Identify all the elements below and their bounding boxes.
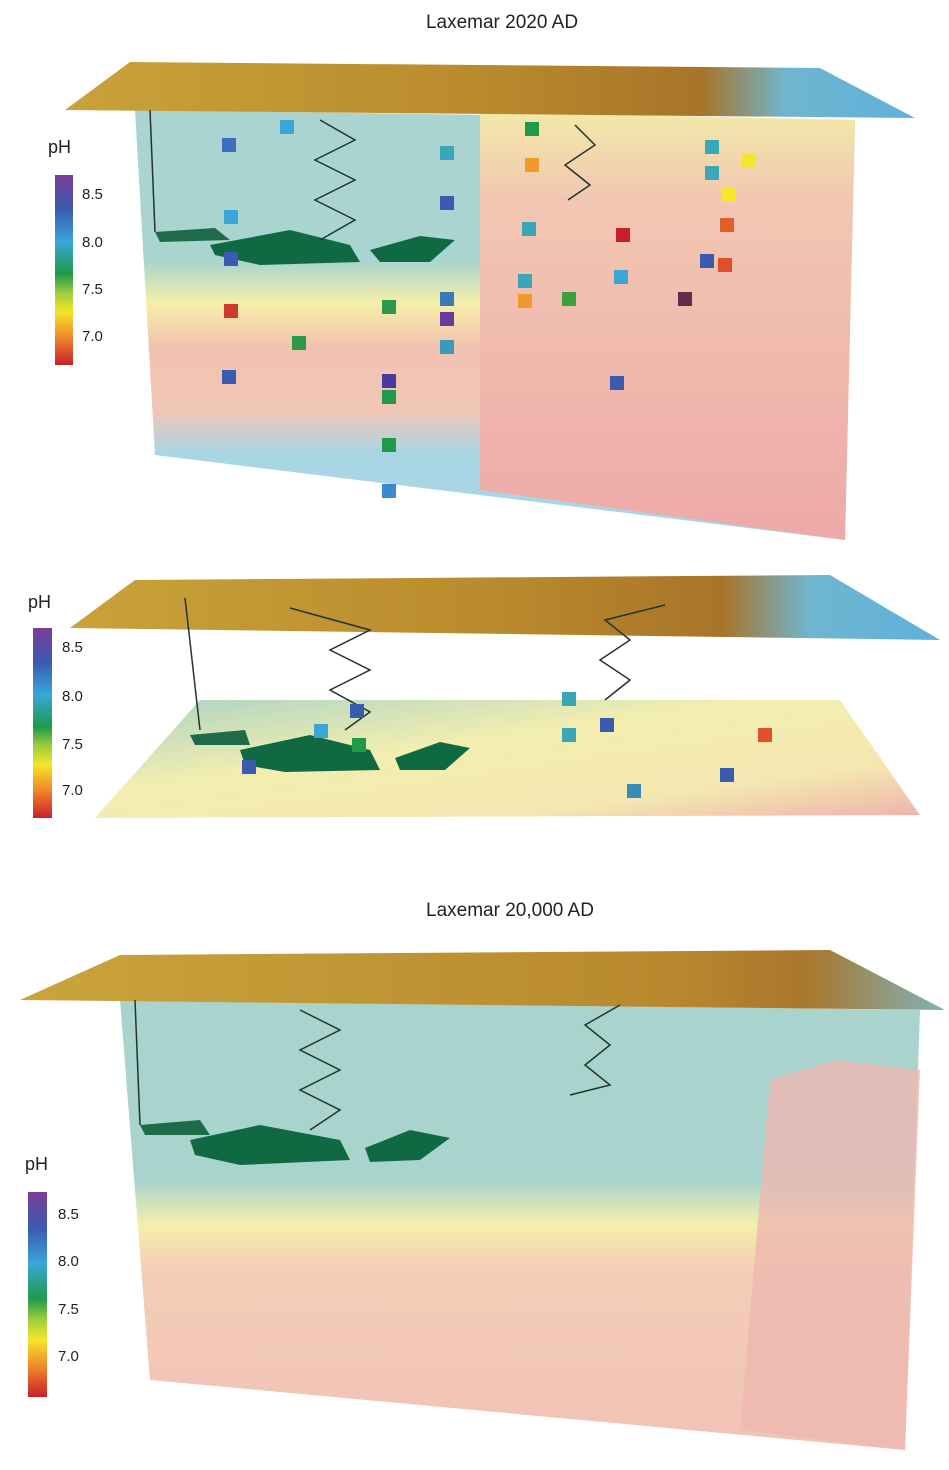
panel-title: Laxemar 20,000 AD bbox=[426, 900, 594, 921]
colorbar-label: pH bbox=[28, 592, 51, 612]
colorbar-ticks: 8.5 8.0 7.5 7.0 bbox=[82, 186, 103, 345]
colorbar-tick: 7.5 bbox=[62, 736, 83, 753]
colorbar-tick: 7.0 bbox=[58, 1348, 79, 1365]
colorbar bbox=[28, 1192, 47, 1397]
section-face-region bbox=[740, 1060, 920, 1450]
colorbar-label: pH bbox=[48, 137, 71, 157]
colorbar bbox=[55, 175, 73, 365]
colorbar-tick: 8.0 bbox=[82, 234, 103, 251]
colorbar bbox=[33, 628, 52, 818]
colorbar-tick: 7.0 bbox=[82, 328, 103, 345]
colorbar-tick: 8.0 bbox=[58, 1253, 79, 1270]
colorbar-tick: 8.5 bbox=[58, 1206, 79, 1223]
colorbar-tick: 8.0 bbox=[62, 688, 83, 705]
colorbar-ticks: 8.5 8.0 7.5 7.0 bbox=[58, 1206, 79, 1365]
horizontal-section bbox=[95, 700, 920, 818]
panel-title: Laxemar 2020 AD bbox=[426, 12, 578, 33]
colorbar-label: pH bbox=[25, 1154, 48, 1174]
figure: Laxemar 2020 AD pH 8.5 8.0 7.5 7.0 bbox=[0, 0, 949, 1470]
terrain-surface bbox=[65, 62, 915, 118]
terrain-surface bbox=[20, 950, 945, 1010]
section-face-region bbox=[480, 112, 855, 540]
colorbar-tick: 7.5 bbox=[58, 1301, 79, 1318]
colorbar-ticks: 8.5 8.0 7.5 7.0 bbox=[62, 639, 83, 799]
terrain-surface bbox=[70, 575, 940, 640]
colorbar-tick: 7.5 bbox=[82, 281, 103, 298]
colorbar-tick: 8.5 bbox=[82, 186, 103, 203]
colorbar-tick: 8.5 bbox=[62, 639, 83, 656]
colorbar-tick: 7.0 bbox=[62, 782, 83, 799]
